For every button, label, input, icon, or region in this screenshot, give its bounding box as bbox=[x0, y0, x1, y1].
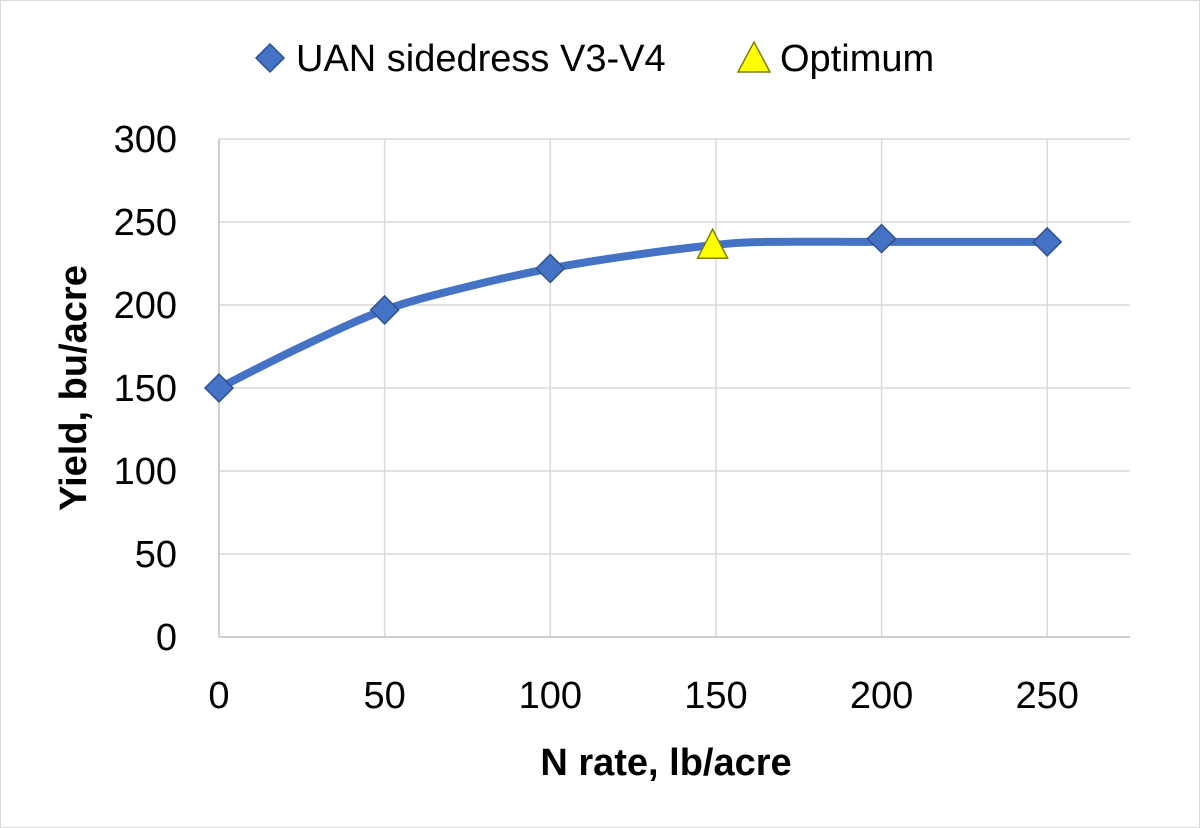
legend-label-optimum: Optimum bbox=[780, 38, 934, 80]
x-tick-label-150: 150 bbox=[684, 675, 747, 717]
point-uan-250 bbox=[1032, 226, 1063, 257]
point-uan-100 bbox=[535, 253, 566, 284]
legend-item-uan: UAN sidedress V3-V4 bbox=[254, 38, 666, 80]
x-tick-label-0: 0 bbox=[208, 675, 229, 717]
y-tick-label-250: 250 bbox=[114, 202, 177, 244]
point-uan-50 bbox=[369, 294, 400, 326]
y-tick-label-0: 0 bbox=[156, 617, 177, 659]
x-tick-label-250: 250 bbox=[1015, 675, 1078, 717]
legend: UAN sidedress V3-V4 Optimum bbox=[254, 38, 934, 80]
legend-item-optimum: Optimum bbox=[736, 38, 934, 80]
y-tick-label-300: 300 bbox=[114, 119, 177, 161]
x-axis-title: N rate, lb/acre bbox=[540, 742, 791, 784]
fit-curve-layer bbox=[215, 237, 1052, 392]
data-points bbox=[203, 223, 1063, 404]
fit-curve-line bbox=[215, 237, 1052, 392]
legend-label-uan: UAN sidedress V3-V4 bbox=[296, 38, 666, 80]
point-optimum-149 bbox=[696, 227, 729, 259]
legend-diamond-marker bbox=[254, 42, 286, 74]
tick-labels: 0 50 100 150 200 250 300 0 50 100 150 200 250 bbox=[114, 119, 1079, 717]
point-uan-200 bbox=[866, 223, 897, 254]
legend-triangle-marker bbox=[736, 40, 772, 73]
y-tick-label-100: 100 bbox=[114, 451, 177, 493]
y-tick-label-200: 200 bbox=[114, 285, 177, 327]
x-tick-label-200: 200 bbox=[850, 675, 913, 717]
y-axis-title: Yield, bu/acre bbox=[53, 265, 95, 511]
point-uan-0 bbox=[203, 372, 235, 404]
y-tick-label-50: 50 bbox=[135, 534, 177, 576]
x-tick-label-50: 50 bbox=[363, 675, 405, 717]
gridlines bbox=[219, 138, 1130, 637]
x-tick-label-100: 100 bbox=[519, 675, 582, 717]
y-tick-label-150: 150 bbox=[114, 368, 177, 410]
